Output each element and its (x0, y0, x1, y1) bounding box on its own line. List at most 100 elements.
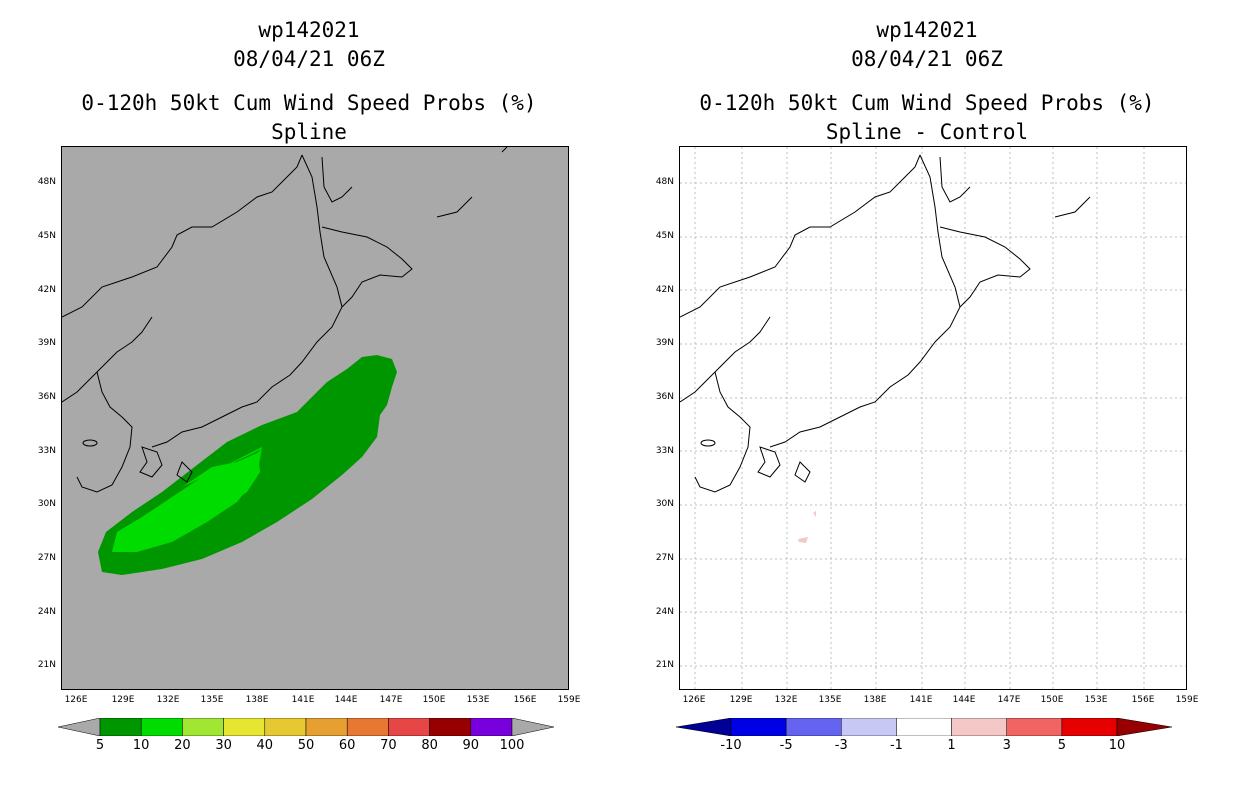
lon-label: 132E (774, 695, 798, 705)
lon-label: 135E (818, 695, 842, 705)
lat-label: 21N (37, 660, 56, 670)
colorbar-swatch (223, 718, 266, 736)
probability-map (61, 146, 569, 690)
lon-label: 153E (1084, 695, 1108, 705)
lat-label: 45N (37, 231, 56, 241)
colorbar-swatch (1061, 718, 1118, 736)
lon-label: 147E (997, 695, 1021, 705)
difference-map (679, 146, 1187, 690)
colorbar-label: 30 (215, 738, 232, 753)
method-title: Spline (271, 120, 347, 144)
lon-label: 156E (513, 695, 537, 705)
colorbar-swatch (140, 718, 183, 736)
colorbar-label: 80 (421, 738, 438, 753)
lon-label: 141E (291, 695, 315, 705)
colorbar-label: 90 (462, 738, 480, 753)
colorbar-label: 5 (95, 738, 105, 753)
colorbar-label: 100 (499, 738, 525, 753)
lat-label: 45N (655, 231, 674, 241)
lat-label: 30N (37, 499, 56, 509)
lon-label: 150E (1040, 695, 1064, 705)
prob-swath-inner-2 (120, 453, 260, 550)
lon-label: 150E (422, 695, 446, 705)
lon-label: 144E (334, 695, 358, 705)
colorbar-end-high (1116, 718, 1172, 736)
diff-patch (798, 537, 808, 543)
lat-label: 42N (655, 285, 674, 295)
lat-label: 21N (655, 660, 674, 670)
colorbar-label: 70 (380, 738, 397, 753)
left-panel: wp142021 08/04/21 06Z 0-120h 50kt Cum Wi… (37, 18, 581, 753)
colorbar-label: 60 (338, 738, 356, 753)
lon-label: 129E (729, 695, 753, 705)
difference-colorbar (676, 718, 1172, 736)
method-title: Spline - Control (825, 120, 1029, 144)
lon-label: 129E (111, 695, 135, 705)
lat-label: 36N (37, 392, 56, 402)
colorbar-end-high (511, 718, 554, 736)
colorbar-label: 40 (256, 738, 274, 753)
colorbar-label: -1 (889, 738, 903, 753)
lon-label: 126E (64, 695, 88, 705)
colorbar-swatch (841, 718, 897, 736)
colorbar-end-low (58, 718, 101, 736)
lon-label: 159E (557, 695, 581, 705)
colorbar-label: 20 (174, 738, 191, 753)
colorbar-swatch (1006, 718, 1063, 736)
storm-id-title: wp142021 (258, 18, 360, 42)
lon-label: 147E (379, 695, 403, 705)
date-title: 08/04/21 06Z (851, 47, 1003, 71)
lat-label: 42N (37, 285, 56, 295)
lon-label: 126E (682, 695, 706, 705)
lat-label: 27N (37, 553, 56, 563)
colorbar-swatch (951, 718, 1007, 736)
storm-id-title: wp142021 (876, 18, 978, 42)
colorbar-label: 50 (297, 738, 315, 753)
lon-label: 135E (200, 695, 224, 705)
lon-label: 144E (952, 695, 976, 705)
lat-label: 39N (37, 338, 56, 348)
probability-colorbar (58, 718, 554, 736)
colorbar-label: -10 (720, 738, 742, 753)
lon-label: 132E (156, 695, 180, 705)
product-title: 0-120h 50kt Cum Wind Speed Probs (%) (699, 91, 1155, 115)
colorbar-label: 3 (1002, 738, 1011, 753)
colorbar-swatch (388, 718, 430, 736)
diff-patch (813, 511, 816, 517)
colorbar-end-low (676, 718, 732, 736)
colorbar-label: -5 (779, 738, 793, 753)
colorbar-swatch (730, 718, 787, 736)
lat-label: 36N (655, 392, 674, 402)
colorbar-label: 5 (1057, 738, 1066, 753)
lon-label: 153E (466, 695, 490, 705)
right-panel: wp142021 08/04/21 06Z 0-120h 50kt Cum Wi… (618, 0, 1236, 800)
lat-label: 33N (655, 446, 674, 456)
lat-label: 27N (655, 553, 674, 563)
colorbar-swatch (182, 718, 224, 736)
colorbar-swatch (346, 718, 389, 736)
lon-label: 138E (863, 695, 887, 705)
colorbar-swatch (470, 718, 513, 736)
lat-label: 24N (37, 607, 56, 617)
lon-label: 159E (1175, 695, 1199, 705)
product-title: 0-120h 50kt Cum Wind Speed Probs (%) (81, 91, 537, 115)
colorbar-label: 10 (132, 738, 150, 753)
colorbar-label: -3 (834, 738, 848, 753)
lat-label: 48N (37, 177, 56, 187)
lon-label: 156E (1131, 695, 1155, 705)
colorbar-swatch (305, 718, 348, 736)
lon-label: 138E (245, 695, 269, 705)
colorbar-swatch (429, 718, 472, 736)
colorbar-label: 1 (947, 738, 956, 753)
lat-label: 39N (655, 338, 674, 348)
lat-label: 33N (37, 446, 56, 456)
date-title: 08/04/21 06Z (233, 47, 385, 71)
colorbar-swatch (896, 718, 952, 736)
colorbar-label: 10 (1108, 738, 1126, 753)
colorbar-swatch (785, 718, 842, 736)
colorbar-swatch (99, 718, 142, 736)
lon-label: 141E (909, 695, 933, 705)
lat-label: 48N (655, 177, 674, 187)
lat-label: 30N (655, 499, 674, 509)
lat-label: 24N (655, 607, 674, 617)
